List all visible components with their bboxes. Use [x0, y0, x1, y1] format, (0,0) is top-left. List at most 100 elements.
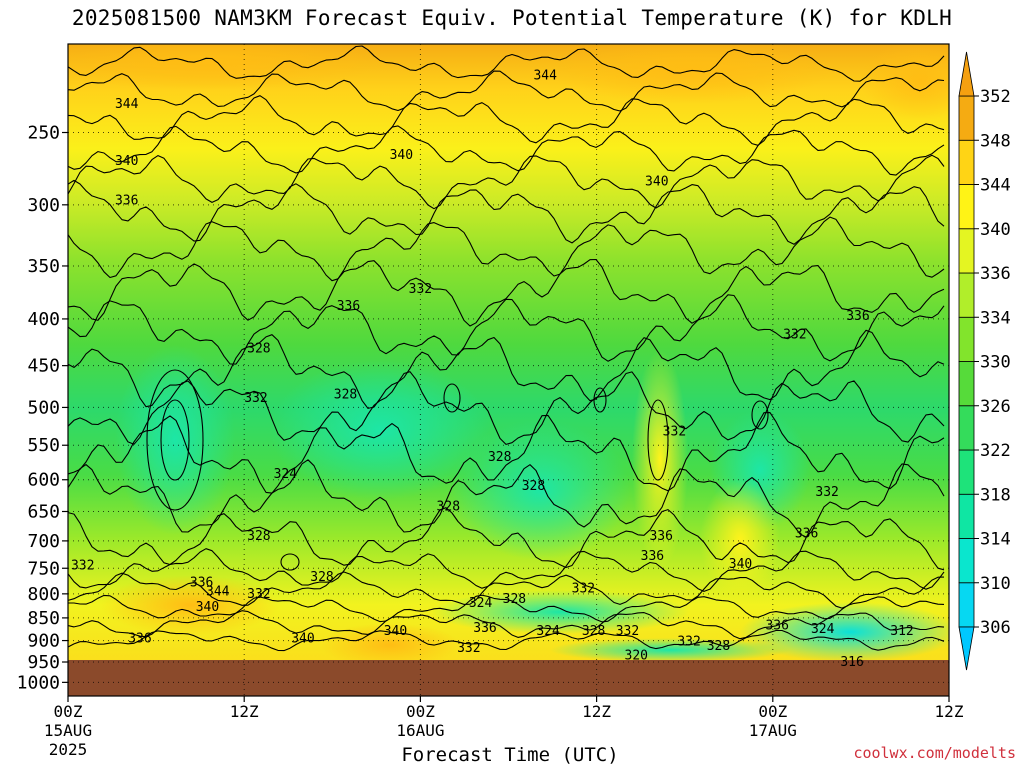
- colorbar-tick-label: 310: [980, 574, 1011, 594]
- contour-cell: [593, 387, 607, 413]
- contour-line: [68, 70, 945, 112]
- lowlevel-warm-region: [100, 575, 280, 635]
- y-tick-label: 450: [27, 356, 60, 377]
- contour-label: 336: [795, 526, 818, 541]
- contour-label: 332: [244, 391, 267, 406]
- y-tick-label: 500: [27, 397, 60, 418]
- moist-region: [450, 420, 630, 560]
- contour-label: 324: [811, 622, 835, 637]
- colorbar-tick-label: 348: [980, 131, 1011, 151]
- colorbar-tick-label: 322: [980, 441, 1011, 461]
- contour-line: [68, 594, 945, 623]
- y-tick-label: 600: [27, 470, 60, 491]
- colorbar-segment: [958, 316, 975, 362]
- colorbar-tick-label: 306: [980, 618, 1011, 638]
- lowlevel-warm-region: [320, 623, 460, 667]
- contour-label: 328: [582, 624, 605, 639]
- contour-label: 320: [625, 648, 648, 663]
- contour-label: 328: [310, 570, 333, 585]
- contour-cell: [160, 399, 190, 481]
- y-tick-label: 550: [27, 435, 60, 456]
- upper-warm-region: [68, 44, 380, 90]
- x-tick-year: 2025: [49, 740, 88, 759]
- contour-line: [68, 371, 945, 445]
- contour-line: [68, 412, 945, 494]
- y-tick-label: 950: [27, 652, 60, 673]
- contour-label: 336: [337, 299, 360, 314]
- colorbar-tick-label: 336: [980, 264, 1011, 284]
- contour-cell: [751, 400, 769, 430]
- x-tick-label: 00Z: [758, 702, 787, 721]
- contour-label: 328: [437, 499, 460, 514]
- contour-label: 332: [783, 328, 806, 343]
- x-tick-label: 00Z: [406, 702, 435, 721]
- contour-label: 332: [663, 425, 686, 440]
- contour-line: [68, 154, 945, 210]
- colorbar-tick-label: 330: [980, 353, 1011, 373]
- x-tick-date: 17AUG: [749, 721, 797, 740]
- y-axis: 2503003504004505005506006507007508008509…: [17, 123, 68, 693]
- contour-label: 336: [846, 309, 869, 324]
- colorbar-segment: [958, 405, 975, 451]
- contour-label: 332: [572, 581, 595, 596]
- plot-frame: [67, 43, 950, 697]
- colorbar-max-arrow: [958, 51, 975, 97]
- x-tick-date: 16AUG: [396, 721, 444, 740]
- lowlevel-moist-region: [430, 590, 690, 634]
- colorbar: 306 310 314 318 322 326 330 334 336 340 344 348 352: [958, 51, 1011, 671]
- contour-label: 328: [707, 639, 730, 654]
- contour-label: 336: [649, 529, 672, 544]
- upper-warm-region: [550, 44, 830, 104]
- x-tick-label: 12Z: [582, 702, 611, 721]
- y-tick-label: 700: [27, 531, 60, 552]
- y-tick-label: 250: [27, 123, 60, 144]
- contour-label: 332: [677, 635, 700, 650]
- x-tick-label: 00Z: [54, 702, 83, 721]
- contour-label: 340: [196, 600, 219, 615]
- contour-cell: [443, 383, 461, 413]
- contour-label: 344: [533, 69, 557, 84]
- colorbar-tick-label: 314: [980, 530, 1011, 550]
- colorbar-min-arrow: [958, 626, 975, 671]
- contour-line: [68, 258, 945, 327]
- credit-link[interactable]: coolwx.com/modelts: [853, 744, 1016, 762]
- contour-line: [68, 294, 945, 365]
- lowlevel-moist-region: [740, 602, 949, 662]
- y-tick-label: 400: [27, 309, 60, 330]
- contour-label: 332: [815, 485, 838, 500]
- contour-label: 328: [334, 388, 357, 403]
- contour-label: 316: [840, 655, 863, 670]
- contour-line: [68, 216, 945, 282]
- contour-label: 336: [765, 618, 788, 633]
- y-tick-label: 1000: [17, 672, 60, 693]
- colorbar-segment: [958, 538, 975, 584]
- contour-label: 336: [190, 575, 213, 590]
- x-tick-label: 12Z: [230, 702, 259, 721]
- contour-label: 332: [409, 282, 432, 297]
- contour-line: [68, 610, 945, 640]
- contour-label: 340: [115, 154, 138, 169]
- colorbar-tick-label: 326: [980, 397, 1011, 417]
- contour-label: 344: [206, 584, 230, 599]
- y-tick-label: 800: [27, 584, 60, 605]
- contour-label: 328: [247, 529, 270, 544]
- yellow-tongue: [700, 480, 780, 600]
- contour-label: 336: [115, 193, 138, 208]
- colorbar-tick-label: 318: [980, 485, 1011, 505]
- chart-title: 2025081500 NAM3KM Forecast Equiv. Potent…: [71, 6, 953, 30]
- moist-region: [115, 345, 235, 535]
- colorbar-segment: [958, 272, 975, 318]
- contour-label: 340: [291, 631, 314, 646]
- contour-cell: [280, 553, 300, 571]
- y-tick-label: 350: [27, 256, 60, 277]
- ground-below-surface: [68, 660, 949, 696]
- lowlevel-moist-region: [550, 638, 790, 662]
- contour-label: 332: [71, 559, 94, 574]
- contour-label: 332: [247, 587, 270, 602]
- contour-label: 324: [536, 624, 560, 639]
- colorbar-segment: [958, 139, 975, 185]
- contour-label: 340: [645, 174, 668, 189]
- contour-line: [68, 548, 945, 592]
- contour-label: 336: [641, 549, 664, 564]
